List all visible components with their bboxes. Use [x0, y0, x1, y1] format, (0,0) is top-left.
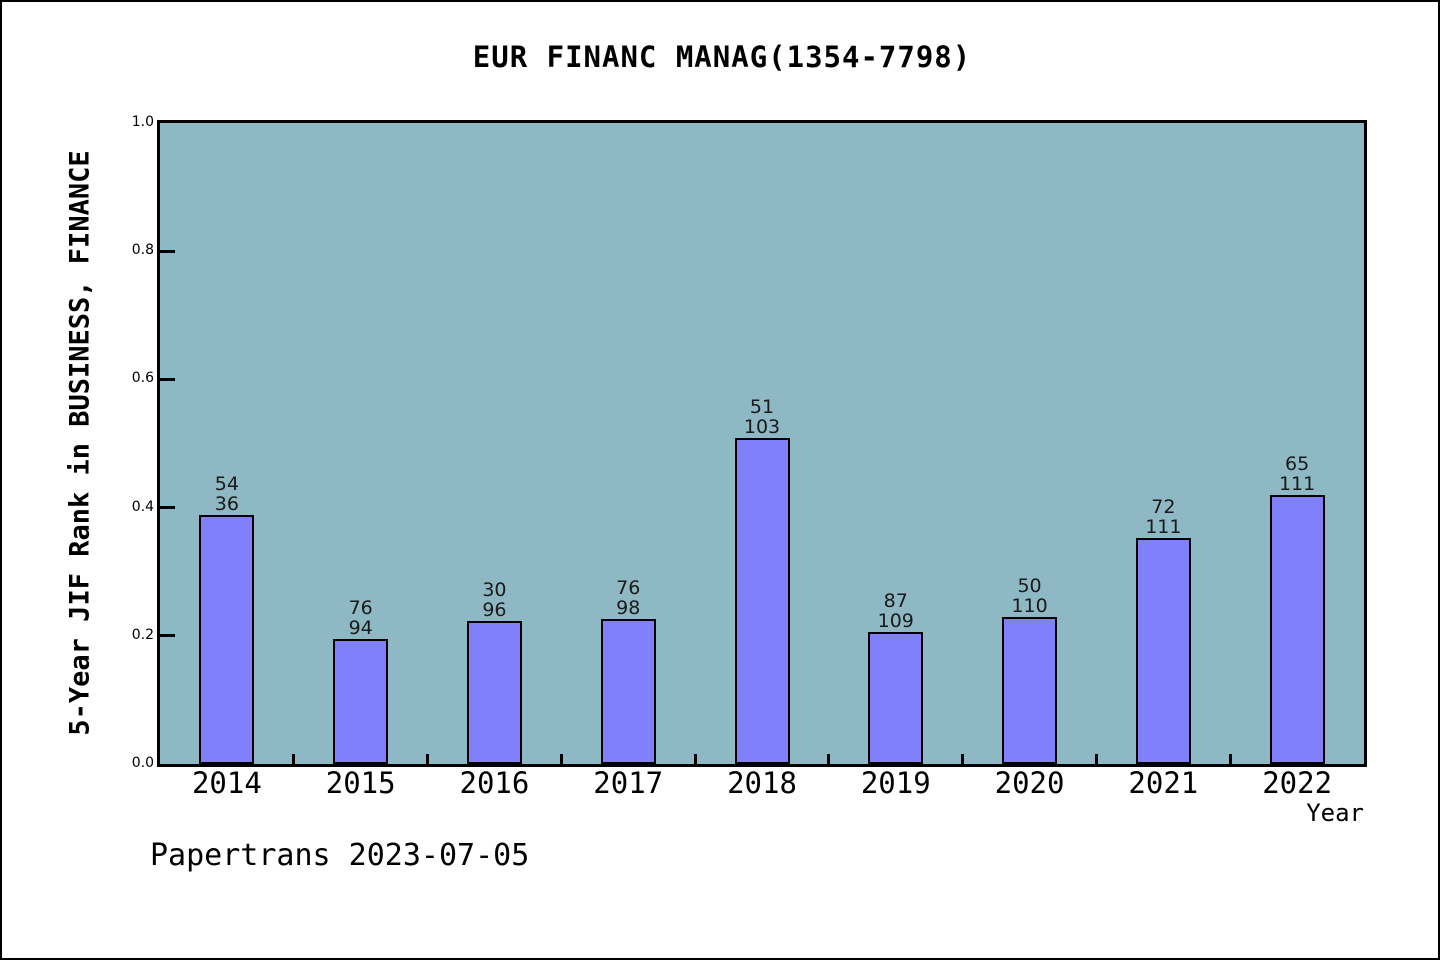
- bar-2018: [734, 438, 790, 764]
- x-tick-mark: [693, 754, 697, 764]
- y-tick-label-1.0: 1.0: [131, 114, 154, 130]
- footer-watermark: Papertrans 2023-07-05: [150, 838, 530, 873]
- x-tick-label-2022: 2022: [1262, 766, 1333, 800]
- x-tick-label-2014: 2014: [191, 766, 262, 800]
- bar-2022: [1269, 495, 1325, 764]
- x-tick-label-2016: 2016: [459, 766, 530, 800]
- plot-inner: 54 36 76 94 30 96 76 98 51 103 87 109 50 110 72 111 65 11…: [160, 123, 1364, 764]
- x-tick-label-2018: 2018: [727, 766, 797, 800]
- bar-2021: [1135, 538, 1191, 764]
- bar-value-label-2021: 72 111: [1145, 496, 1182, 539]
- y-tick-label-0.8: 0.8: [131, 242, 154, 259]
- x-tick-mark: [1094, 754, 1098, 764]
- bar-value-label-2022: 65 111: [1278, 453, 1316, 496]
- bar-value-label-2018: 51 103: [743, 396, 781, 439]
- x-axis-label: Year: [1306, 799, 1364, 827]
- bar-value-label-2020: 50 110: [1011, 574, 1048, 617]
- y-tick-label-0.0: 0.0: [131, 755, 154, 771]
- x-tick-mark: [827, 754, 831, 764]
- bar-2016: [466, 621, 522, 764]
- x-tick-mark: [961, 754, 965, 764]
- y-tick-mark: [160, 506, 175, 510]
- bar-2015: [333, 639, 389, 764]
- x-tick-label-2015: 2015: [325, 766, 396, 800]
- y-tick-mark: [160, 377, 175, 381]
- x-tick-label-2019: 2019: [860, 766, 931, 800]
- y-tick-mark: [160, 634, 175, 638]
- y-tick-label-0.2: 0.2: [131, 626, 154, 643]
- bar-value-label-2017: 76 98: [616, 576, 641, 619]
- x-tick-mark: [559, 754, 563, 764]
- x-tick-mark: [426, 754, 430, 764]
- bar-2020: [1002, 616, 1058, 764]
- bar-2014: [199, 515, 255, 764]
- y-tick-mark: [160, 249, 175, 253]
- x-tick-label-2020: 2020: [994, 766, 1065, 800]
- bar-value-label-2014: 54 36: [214, 473, 239, 516]
- x-tick-label-2017: 2017: [593, 766, 664, 800]
- bar-2019: [868, 631, 924, 764]
- plot-area: 54 36 76 94 30 96 76 98 51 103 87 109 50 110 72 111 65 11…: [157, 120, 1367, 767]
- chart-title: EUR FINANC MANAG(1354-7798): [472, 40, 972, 74]
- x-tick-mark: [292, 754, 296, 764]
- bar-value-label-2016: 30 96: [482, 579, 507, 622]
- bar-2017: [600, 618, 656, 764]
- x-tick-label-2021: 2021: [1128, 766, 1199, 800]
- y-tick-label-0.6: 0.6: [131, 370, 154, 387]
- bar-value-label-2019: 87 109: [877, 589, 914, 632]
- y-axis-label: 5-Year JIF Rank in BUSINESS, FINANCE: [64, 150, 96, 736]
- bar-value-label-2015: 76 94: [348, 597, 373, 640]
- y-tick-label-0.4: 0.4: [131, 498, 154, 515]
- x-tick-mark: [1228, 754, 1232, 764]
